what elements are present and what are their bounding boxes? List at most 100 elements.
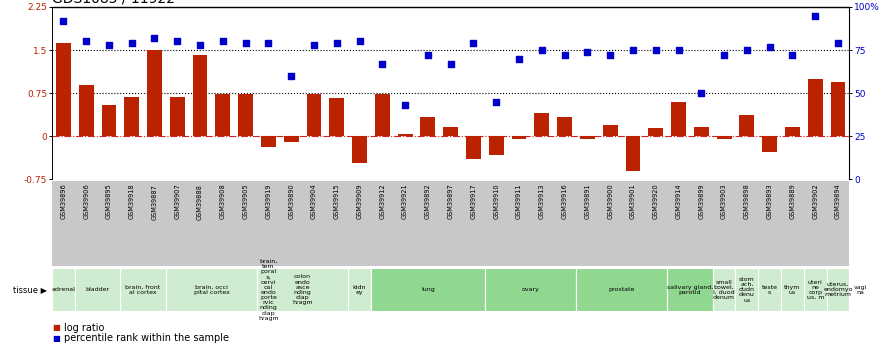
- Text: GSM39909: GSM39909: [357, 184, 363, 219]
- Text: brain, front
al cortex: brain, front al cortex: [125, 285, 160, 295]
- Text: tissue ▶: tissue ▶: [13, 285, 47, 294]
- Bar: [649, 128, 663, 136]
- Text: GSM39899: GSM39899: [698, 184, 704, 219]
- Point: [535, 47, 549, 53]
- Text: GSM39921: GSM39921: [402, 184, 408, 219]
- Text: GSM39892: GSM39892: [425, 184, 431, 219]
- Point: [649, 47, 663, 53]
- Text: small
bowel,
l, duod
denum: small bowel, l, duod denum: [713, 279, 735, 300]
- Point: [785, 52, 799, 58]
- Text: GSM39908: GSM39908: [220, 184, 226, 219]
- Text: GSM39907: GSM39907: [175, 184, 180, 219]
- Text: brain,
tem
poral
x,
cervi
cal
endo
porte
rvic
nding
diap
hragm: brain, tem poral x, cervi cal endo porte…: [258, 259, 279, 321]
- Point: [671, 47, 685, 53]
- Point: [56, 18, 71, 23]
- Point: [466, 40, 480, 46]
- Bar: [330, 98, 344, 136]
- Text: GSM39901: GSM39901: [630, 184, 636, 219]
- Text: stom
ach,
dudn
denu
us: stom ach, dudn denu us: [739, 277, 754, 303]
- Point: [694, 90, 709, 96]
- FancyBboxPatch shape: [827, 268, 849, 311]
- Text: GSM39918: GSM39918: [129, 184, 134, 219]
- Bar: [147, 50, 162, 136]
- Text: uteri
ne
corp
us, m: uteri ne corp us, m: [806, 279, 824, 300]
- Bar: [125, 97, 139, 136]
- Text: GSM39919: GSM39919: [265, 184, 271, 219]
- Point: [603, 52, 617, 58]
- Text: ovary: ovary: [521, 287, 539, 292]
- Text: GSM39917: GSM39917: [470, 184, 477, 219]
- Point: [398, 102, 412, 108]
- Bar: [694, 127, 709, 136]
- Text: GSM39891: GSM39891: [584, 184, 590, 219]
- Point: [808, 13, 823, 18]
- Point: [512, 56, 526, 61]
- Bar: [557, 117, 572, 136]
- Bar: [193, 55, 208, 136]
- Text: adrenal: adrenal: [51, 287, 75, 292]
- Bar: [785, 127, 800, 136]
- Bar: [831, 82, 846, 136]
- Text: GSM39911: GSM39911: [516, 184, 522, 219]
- FancyBboxPatch shape: [52, 268, 74, 311]
- Bar: [671, 102, 686, 136]
- Bar: [215, 94, 230, 136]
- Bar: [466, 136, 481, 159]
- Text: GSM39898: GSM39898: [744, 184, 750, 219]
- FancyBboxPatch shape: [758, 268, 781, 311]
- FancyBboxPatch shape: [166, 268, 257, 311]
- Text: lung: lung: [421, 287, 435, 292]
- Bar: [375, 94, 390, 136]
- Point: [330, 40, 344, 46]
- Text: GSM39902: GSM39902: [813, 184, 818, 219]
- Text: bladder: bladder: [85, 287, 109, 292]
- Text: GSM39890: GSM39890: [289, 184, 294, 219]
- FancyBboxPatch shape: [257, 268, 280, 311]
- Bar: [717, 136, 731, 139]
- Bar: [170, 97, 185, 136]
- Text: GSM39893: GSM39893: [767, 184, 772, 219]
- Point: [102, 42, 116, 48]
- FancyBboxPatch shape: [804, 268, 827, 311]
- Bar: [79, 85, 93, 136]
- Bar: [420, 117, 435, 136]
- Text: GSM39910: GSM39910: [494, 184, 499, 219]
- Point: [125, 40, 139, 46]
- Text: GSM39920: GSM39920: [653, 184, 659, 219]
- Point: [717, 52, 731, 58]
- FancyBboxPatch shape: [668, 268, 712, 311]
- Point: [352, 39, 366, 44]
- Text: thym
us: thym us: [784, 285, 801, 295]
- Bar: [489, 136, 504, 155]
- Text: prostate: prostate: [608, 287, 634, 292]
- Bar: [56, 43, 71, 136]
- Point: [306, 42, 321, 48]
- Text: GSM39916: GSM39916: [562, 184, 567, 219]
- Bar: [101, 105, 116, 136]
- Point: [444, 61, 458, 67]
- Point: [284, 73, 298, 79]
- Text: kidn
ey: kidn ey: [353, 285, 366, 295]
- Text: colon
endo
asce
nding
diap
hragm: colon endo asce nding diap hragm: [292, 274, 313, 305]
- Bar: [306, 94, 322, 136]
- Text: percentile rank within the sample: percentile rank within the sample: [64, 333, 228, 343]
- Point: [147, 35, 161, 41]
- Text: GSM39915: GSM39915: [334, 184, 340, 219]
- Text: GSM39894: GSM39894: [835, 184, 841, 219]
- Bar: [261, 136, 276, 147]
- Point: [762, 44, 777, 49]
- Bar: [238, 94, 253, 136]
- Text: ■: ■: [52, 323, 60, 332]
- FancyBboxPatch shape: [849, 268, 872, 311]
- Bar: [534, 113, 549, 136]
- Text: GSM39905: GSM39905: [243, 184, 248, 219]
- Text: GSM39897: GSM39897: [448, 184, 453, 219]
- Text: GSM39904: GSM39904: [311, 184, 317, 219]
- Text: GDS1085 / 11922: GDS1085 / 11922: [52, 0, 175, 6]
- Text: ■: ■: [52, 334, 60, 343]
- FancyBboxPatch shape: [74, 268, 120, 311]
- FancyBboxPatch shape: [485, 268, 576, 311]
- Point: [581, 49, 595, 55]
- FancyBboxPatch shape: [736, 268, 758, 311]
- Bar: [352, 136, 367, 163]
